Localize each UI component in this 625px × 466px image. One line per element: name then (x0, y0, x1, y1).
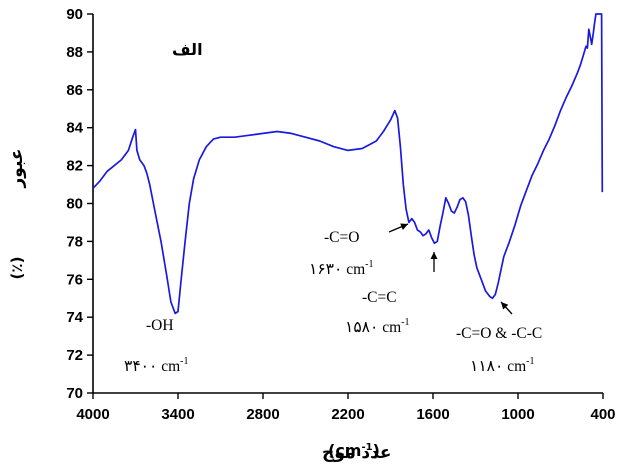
x-tick-label: 4000 (76, 406, 109, 423)
x-tick-label: 1600 (416, 406, 449, 423)
x-axis-title-sup: -1 (361, 442, 372, 453)
x-tick-label: 2800 (246, 406, 279, 423)
y-axis-title-unit: (٪) (8, 257, 26, 280)
annotation-sup: -1 (365, 259, 373, 270)
annotation-label: -C=O & -C-C (456, 325, 542, 342)
y-tick-label: 82 (66, 158, 83, 175)
y-tick-label: 86 (66, 82, 83, 99)
annotation-sup: -1 (401, 317, 409, 328)
spectrum-line (92, 13, 604, 315)
y-tick-label: 78 (66, 233, 83, 250)
annotation-label: -C=C (362, 289, 397, 306)
y-tick-label: 90 (66, 6, 83, 23)
annotation-unit: cm (382, 319, 401, 336)
y-axis-title: عبور (٪) (7, 149, 27, 280)
x-axis-title: (cm-1) عدد موج (322, 441, 392, 463)
svg-text:عبور: عبور (7, 149, 27, 189)
annotation-unit: cm (346, 261, 365, 278)
y-tick-label: 76 (66, 271, 83, 288)
annotation-value: ۱۱۸۰ cm-1 (470, 356, 534, 375)
tick-labels: 70 72 74 76 78 80 82 84 86 88 90 4000 3400 2800 2200 16… (66, 6, 615, 423)
annotation-sup: -1 (180, 356, 188, 367)
annotation-arrowhead (400, 223, 408, 230)
panel-label: الف (172, 40, 203, 59)
y-tick-label: 84 (66, 120, 83, 137)
svg-text:(cm-1): (cm-1) (328, 441, 380, 460)
annotation-number: ۱۱۸۰ (470, 358, 507, 375)
annotation-sup: -1 (526, 356, 534, 367)
series-layer (92, 13, 604, 315)
axes (87, 13, 604, 399)
y-tick-label: 70 (66, 385, 83, 402)
annotation-label: -OH (146, 317, 174, 334)
annotation-value: ۳۴۰۰ cm-1 (124, 356, 188, 375)
annotation-unit: cm (507, 358, 526, 375)
annotation-number: ۱۵۸۰ (345, 319, 382, 336)
annotation-arrowhead (430, 252, 438, 259)
annotation-value: ۱۵۸۰ cm-1 (345, 317, 409, 336)
x-axis-title-unit: (cm (328, 441, 361, 460)
annotation-label: -C=O (324, 229, 359, 246)
x-tick-label: 3400 (161, 406, 194, 423)
x-tick-label: 1000 (501, 406, 534, 423)
annotation-arrowhead (501, 302, 509, 310)
y-tick-label: 74 (66, 309, 83, 326)
y-tick-label: 80 (66, 196, 83, 213)
x-axis-title-text: عدد موج (322, 443, 392, 463)
x-tick-label: 2200 (331, 406, 364, 423)
y-tick-label: 72 (66, 347, 83, 364)
annotation-value: ۱۶۳۰ cm-1 (309, 259, 373, 278)
y-tick-label: 88 (66, 44, 83, 61)
y-axis-title-text: عبور (7, 149, 27, 189)
x-tick-label: 400 (590, 406, 615, 423)
annotation-unit: cm (161, 358, 180, 375)
x-axis-title-close: ) (373, 441, 380, 460)
annotation-number: ۱۶۳۰ (309, 261, 346, 278)
annotation-number: ۳۴۰۰ (124, 358, 161, 375)
